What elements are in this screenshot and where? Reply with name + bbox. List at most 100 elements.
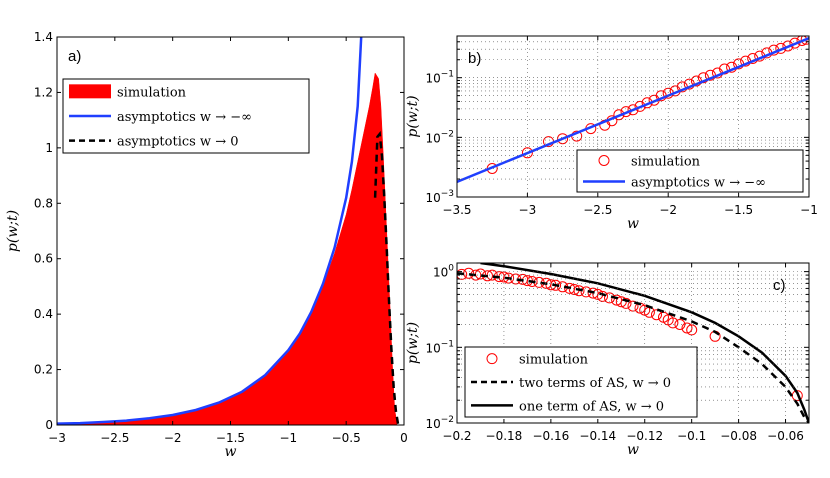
y-tick-label: 0 [45, 418, 53, 432]
x-tick-label: 0 [400, 431, 408, 445]
ticks: −0.2 −0.18 −0.16 −0.14 −0.12 −0.1 −0.08 −0.06 10… [425, 263, 809, 443]
data-point [503, 272, 515, 284]
y-tick-base: 10 [433, 266, 448, 280]
x-tick-label: −2 [164, 431, 182, 445]
series-dashed-line [373, 130, 400, 425]
legend-swatch [69, 84, 111, 99]
axes-frame [456, 35, 810, 198]
data-point [627, 104, 639, 116]
y-tick-exponent: −3 [441, 189, 454, 199]
y-tick-label: 10−1 [425, 339, 454, 355]
legend-label: asymptotics w → −∞ [631, 176, 766, 191]
x-tick-label: −0.18 [486, 429, 523, 443]
x-tick-label: −0.12 [626, 429, 663, 443]
data-point [521, 147, 533, 159]
data-point [463, 267, 475, 279]
x-tick-label: −1 [800, 203, 818, 217]
chart-panel-c: −0.2 −0.18 −0.16 −0.14 −0.12 −0.1 −0.08 −0.06 10… [405, 262, 810, 458]
legend: simulation two terms of AS, w → 0 one term… [464, 346, 698, 418]
y-tick-exponent: −2 [441, 415, 454, 425]
data-point [550, 279, 562, 291]
y-tick-base: 10 [425, 341, 440, 355]
data-point [796, 36, 808, 46]
y-tick-base: 10 [425, 131, 440, 145]
legend: simulation asymptotics w → −∞ [576, 149, 804, 193]
y-tick-label: 0.6 [34, 252, 53, 266]
series-line [457, 37, 809, 183]
data-point [800, 36, 809, 45]
x-tick-label: −0.06 [767, 429, 804, 443]
y-tick-label: 10−1 [425, 70, 454, 86]
legend-label: asymptotics w → −∞ [117, 110, 252, 125]
data-point [557, 133, 569, 145]
y-tick-label: 1 [45, 141, 53, 155]
y-tick-base: 10 [425, 191, 440, 205]
panel-label: c) [773, 277, 786, 294]
y-tick-base: 10 [425, 72, 440, 86]
x-tick-label: −2 [659, 203, 677, 217]
x-axis-title: w [627, 216, 639, 232]
plot-area [457, 36, 809, 183]
x-tick-label: −0.14 [579, 429, 616, 443]
data-point [686, 324, 698, 336]
data-point [457, 268, 468, 280]
panel-label: a) [68, 48, 81, 65]
data-point [573, 285, 585, 297]
x-tick-label: −3.5 [442, 203, 471, 217]
y-tick-label: 10−3 [425, 189, 454, 205]
x-tick-label: −0.5 [332, 431, 361, 445]
y-axis-title: p(w;t) [405, 95, 421, 137]
y-tick-base: 10 [425, 417, 440, 431]
data-point [651, 309, 662, 321]
y-tick-label: 0.2 [34, 363, 53, 377]
x-tick-label: −0.08 [720, 429, 757, 443]
data-point [697, 72, 709, 84]
data-point [620, 297, 632, 309]
y-tick-exponent: −1 [441, 339, 454, 349]
data-point [597, 290, 608, 302]
ticks: −3 −2.5 −2 −1.5 −1 −0.5 0 0 0.2 0.4 0.6 0.8 1 1.2 1.4 [34, 30, 408, 445]
legend-swatch [598, 155, 610, 166]
chart-panel-b: −3.5 −3 −2.5 −2 −1.5 −110−310−210−1wp(w;t)b)s… [405, 35, 818, 232]
y-tick-exponent: −2 [441, 129, 454, 139]
y-tick-label: 10−2 [425, 415, 454, 431]
y-tick-label: 0.8 [34, 196, 53, 210]
plot-area [457, 263, 809, 423]
y-tick-exponent: −1 [441, 70, 454, 80]
axes-frame [56, 36, 405, 426]
legend-label: one term of AS, w → 0 [519, 399, 664, 414]
legend-label: two terms of AS, w → 0 [519, 376, 671, 391]
x-tick-label: −0.1 [677, 429, 706, 443]
data-point [587, 287, 599, 299]
legend-swatch [486, 353, 498, 365]
data-point [611, 294, 623, 306]
legend-label: simulation [519, 353, 589, 368]
legend-label: simulation [117, 85, 187, 100]
legend-box [576, 149, 804, 193]
x-tick-label: −2.5 [583, 203, 612, 217]
y-tick-label: 1.4 [34, 30, 53, 44]
plot-area [57, 37, 400, 425]
data-point [526, 276, 538, 287]
series-line [57, 37, 363, 425]
x-axis-title: w [627, 442, 639, 458]
x-tick-label: −0.16 [532, 429, 569, 443]
y-tick-label: 10−2 [425, 129, 454, 145]
data-point [674, 319, 686, 330]
x-axis-title: w [225, 444, 237, 460]
legend: simulation asymptotics w → −∞ asymptotics … [62, 78, 310, 154]
y-tick-exponent: 0 [448, 264, 454, 274]
y-tick-label: 0.4 [34, 307, 53, 321]
data-point [681, 322, 693, 334]
x-tick-label: −3 [48, 431, 66, 445]
x-tick-label: −3 [519, 203, 537, 217]
series-dashed-line [457, 272, 809, 423]
y-axis-title: p(w;t) [405, 322, 421, 364]
x-tick-label: −1.5 [216, 431, 245, 445]
y-axis-title: p(w;t) [5, 210, 21, 252]
panel-label: b) [468, 50, 481, 67]
axes-frame [456, 262, 810, 424]
y-tick-label: 1.2 [34, 85, 53, 99]
x-tick-label: −0.2 [442, 429, 471, 443]
